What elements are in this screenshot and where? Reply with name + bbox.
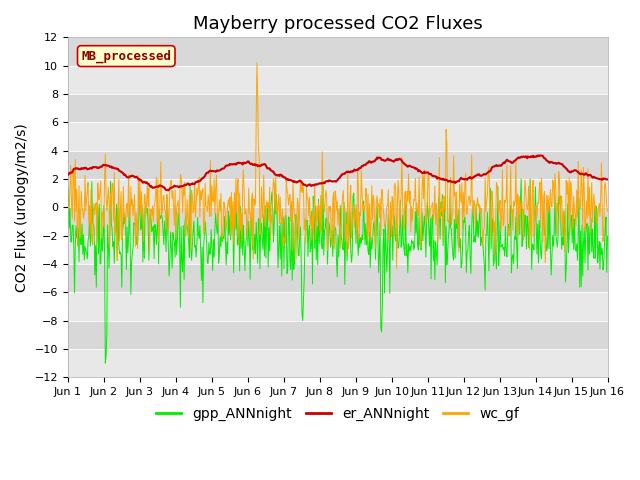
wc_gf <box>404 171 412 177</box>
Bar <box>68 179 607 207</box>
wc_gf <box>129 213 137 219</box>
Line: wc_gf: wc_gf <box>68 63 607 268</box>
gpp_ANNnight <box>64 229 72 235</box>
er_ANNnight <box>74 166 81 171</box>
gpp_ANNnight <box>102 360 109 366</box>
Bar <box>68 94 607 122</box>
Bar <box>68 122 607 151</box>
er_ANNnight <box>64 172 72 178</box>
Bar <box>68 292 607 321</box>
gpp_ANNnight <box>185 240 193 245</box>
er_ANNnight <box>534 153 542 158</box>
wc_gf <box>393 265 401 271</box>
er_ANNnight <box>213 168 221 173</box>
Bar <box>68 236 607 264</box>
er_ANNnight <box>185 181 193 187</box>
wc_gf <box>64 210 72 216</box>
er_ANNnight <box>129 173 137 179</box>
wc_gf <box>184 214 192 220</box>
wc_gf <box>420 167 428 173</box>
Bar <box>68 207 607 236</box>
gpp_ANNnight <box>517 176 525 182</box>
er_ANNnight <box>604 177 611 182</box>
Line: gpp_ANNnight: gpp_ANNnight <box>68 179 607 363</box>
gpp_ANNnight <box>213 230 221 236</box>
wc_gf <box>604 208 611 214</box>
er_ANNnight <box>164 188 172 193</box>
Bar <box>68 349 607 377</box>
er_ANNnight <box>420 170 428 176</box>
Line: er_ANNnight: er_ANNnight <box>68 156 607 191</box>
Bar <box>68 66 607 94</box>
Bar <box>68 151 607 179</box>
Legend: gpp_ANNnight, er_ANNnight, wc_gf: gpp_ANNnight, er_ANNnight, wc_gf <box>150 401 525 427</box>
Bar <box>68 264 607 292</box>
Text: MB_processed: MB_processed <box>81 49 172 63</box>
wc_gf <box>212 172 220 178</box>
gpp_ANNnight <box>404 270 412 276</box>
gpp_ANNnight <box>74 224 81 229</box>
wc_gf <box>74 243 81 249</box>
Title: Mayberry processed CO2 Fluxes: Mayberry processed CO2 Fluxes <box>193 15 483 33</box>
gpp_ANNnight <box>130 220 138 226</box>
Bar <box>68 321 607 349</box>
wc_gf <box>253 60 260 66</box>
er_ANNnight <box>404 164 412 169</box>
Bar <box>68 37 607 66</box>
Y-axis label: CO2 Flux (urology/m2/s): CO2 Flux (urology/m2/s) <box>15 123 29 292</box>
gpp_ANNnight <box>604 233 611 239</box>
gpp_ANNnight <box>420 224 428 230</box>
